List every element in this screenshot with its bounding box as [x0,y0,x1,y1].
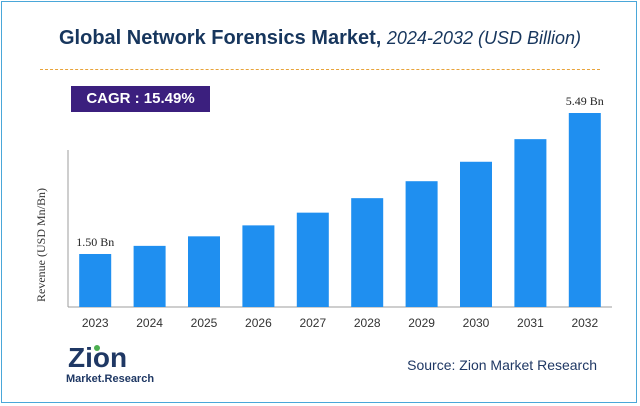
bar-2027 [296,212,329,307]
x-tick-label: 2027 [299,316,326,330]
bar-2024 [133,245,166,307]
x-tick-label: 2026 [245,316,272,330]
zion-logo: Zion Market.Research [66,340,166,391]
x-tick-label: 2025 [191,316,218,330]
bar-2031 [514,139,547,307]
title-divider [40,69,600,70]
source-note: Source: Zion Market Research [407,357,597,373]
bar-2025 [188,236,220,307]
chart-title: Global Network Forensics Market, 2024-20… [0,27,640,50]
x-tick-label: 2028 [354,316,381,330]
bar-2026 [242,225,275,307]
bar-2028 [351,198,384,307]
bar-2030 [460,161,492,307]
title-main: Global Network Forensics Market, [59,27,382,49]
cagr-badge: CAGR : 15.49% [71,86,210,112]
x-tick-label: 2029 [408,316,435,330]
x-tick-label: 2023 [82,316,109,330]
x-tick-label: 2031 [517,316,544,330]
x-tick-label: 2032 [571,316,598,330]
bar-2032 [568,113,601,307]
title-sub: 2024-2032 (USD Billion) [386,28,581,48]
logo-graphic: Zion Market.Research [66,342,154,385]
x-tick-label: 2024 [136,316,163,330]
y-axis-label: Revenue (USD Mn/Bn) [34,188,48,302]
data-label-2032: 5.49 Bn [566,94,604,108]
bar-2029 [405,181,438,307]
x-tick-label: 2030 [463,316,490,330]
data-label-2023: 1.50 Bn [76,235,114,249]
logo-tagline: Market.Research [66,373,154,385]
bar-2023 [79,253,112,307]
logo-dot-icon [94,345,100,351]
